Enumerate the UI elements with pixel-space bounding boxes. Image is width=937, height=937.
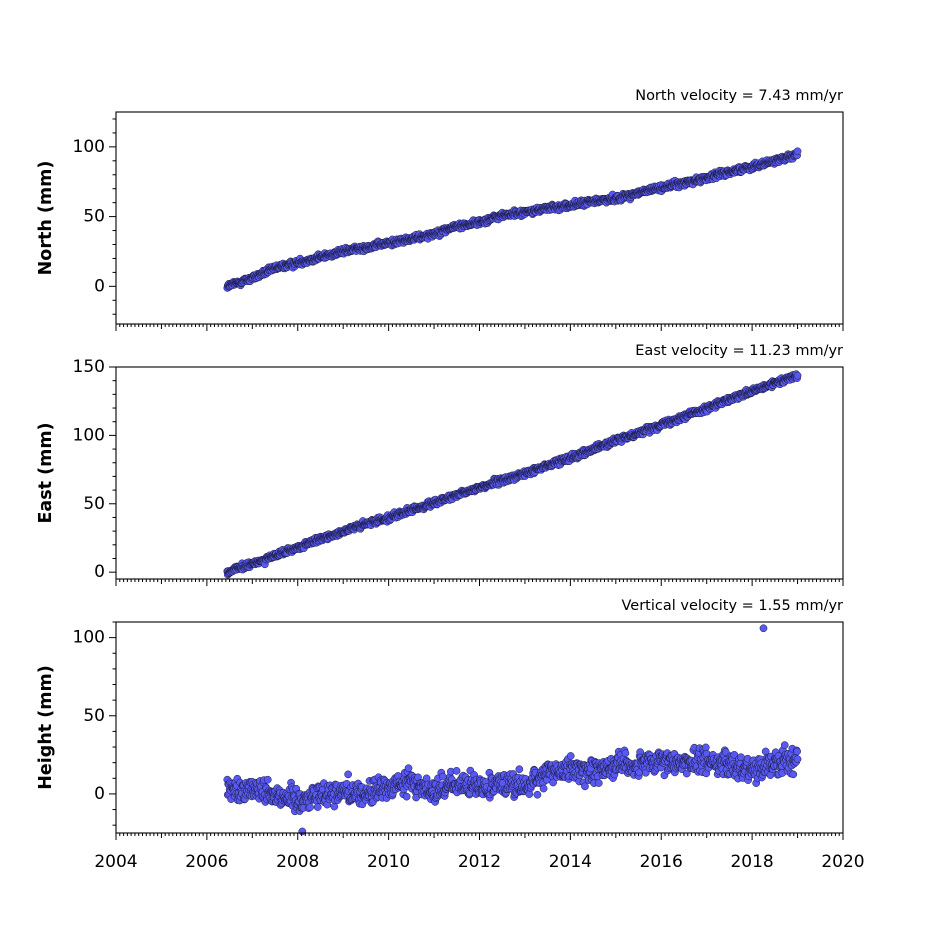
height-panel-title: Vertical velocity = 1.55 mm/yr bbox=[622, 598, 844, 614]
data-point bbox=[438, 772, 447, 781]
data-point-outlier bbox=[298, 827, 307, 836]
data-point bbox=[793, 371, 802, 380]
x-tick-label: 2012 bbox=[458, 852, 501, 872]
y-tick-label: 150 bbox=[73, 357, 105, 377]
east-y-axis-label: East (mm) bbox=[36, 422, 56, 523]
data-point-outlier bbox=[759, 624, 768, 633]
x-tick-label: 2006 bbox=[185, 852, 228, 872]
height-y-axis-label: Height (mm) bbox=[36, 665, 56, 789]
y-tick-label: 50 bbox=[83, 207, 105, 227]
data-point bbox=[539, 784, 548, 793]
x-tick-label: 2020 bbox=[821, 852, 864, 872]
north-panel: North velocity = 7.43 mm/yr North (mm) 0… bbox=[36, 88, 844, 331]
x-tick-label: 2004 bbox=[94, 852, 137, 872]
data-point bbox=[581, 782, 589, 791]
data-point bbox=[701, 743, 710, 752]
data-point bbox=[793, 747, 801, 756]
y-tick-label: 0 bbox=[94, 562, 105, 582]
data-point bbox=[344, 770, 352, 779]
y-tick-label: 100 bbox=[73, 628, 105, 648]
data-point bbox=[306, 803, 314, 812]
east-panel-title: East velocity = 11.23 mm/yr bbox=[635, 343, 843, 359]
data-point bbox=[793, 755, 802, 763]
data-point bbox=[780, 741, 789, 749]
data-point bbox=[515, 765, 524, 774]
y-tick-label: 100 bbox=[73, 137, 105, 157]
x-tick-label: 2016 bbox=[640, 852, 683, 872]
y-tick-label: 50 bbox=[83, 494, 105, 514]
north-panel-title: North velocity = 7.43 mm/yr bbox=[635, 88, 843, 104]
x-tick-label: 2018 bbox=[730, 852, 773, 872]
y-tick-label: 0 bbox=[94, 784, 105, 804]
y-tick-label: 50 bbox=[83, 706, 105, 726]
data-point bbox=[263, 775, 272, 784]
data-point bbox=[402, 792, 411, 801]
data-point bbox=[313, 803, 322, 811]
x-tick-label: 2008 bbox=[276, 852, 319, 872]
north-y-axis-label: North (mm) bbox=[36, 161, 56, 276]
data-point bbox=[533, 790, 542, 799]
x-tick-label: 2010 bbox=[367, 852, 410, 872]
data-point bbox=[594, 779, 603, 787]
data-point bbox=[789, 770, 798, 779]
y-tick-label: 0 bbox=[94, 276, 105, 296]
data-point bbox=[404, 764, 413, 773]
data-point bbox=[452, 767, 461, 775]
data-point bbox=[566, 752, 575, 760]
y-tick-label: 100 bbox=[73, 425, 105, 445]
x-tick-label: 2014 bbox=[549, 852, 592, 872]
north-data-points bbox=[223, 147, 802, 292]
data-point bbox=[621, 749, 630, 758]
data-point bbox=[793, 147, 802, 156]
